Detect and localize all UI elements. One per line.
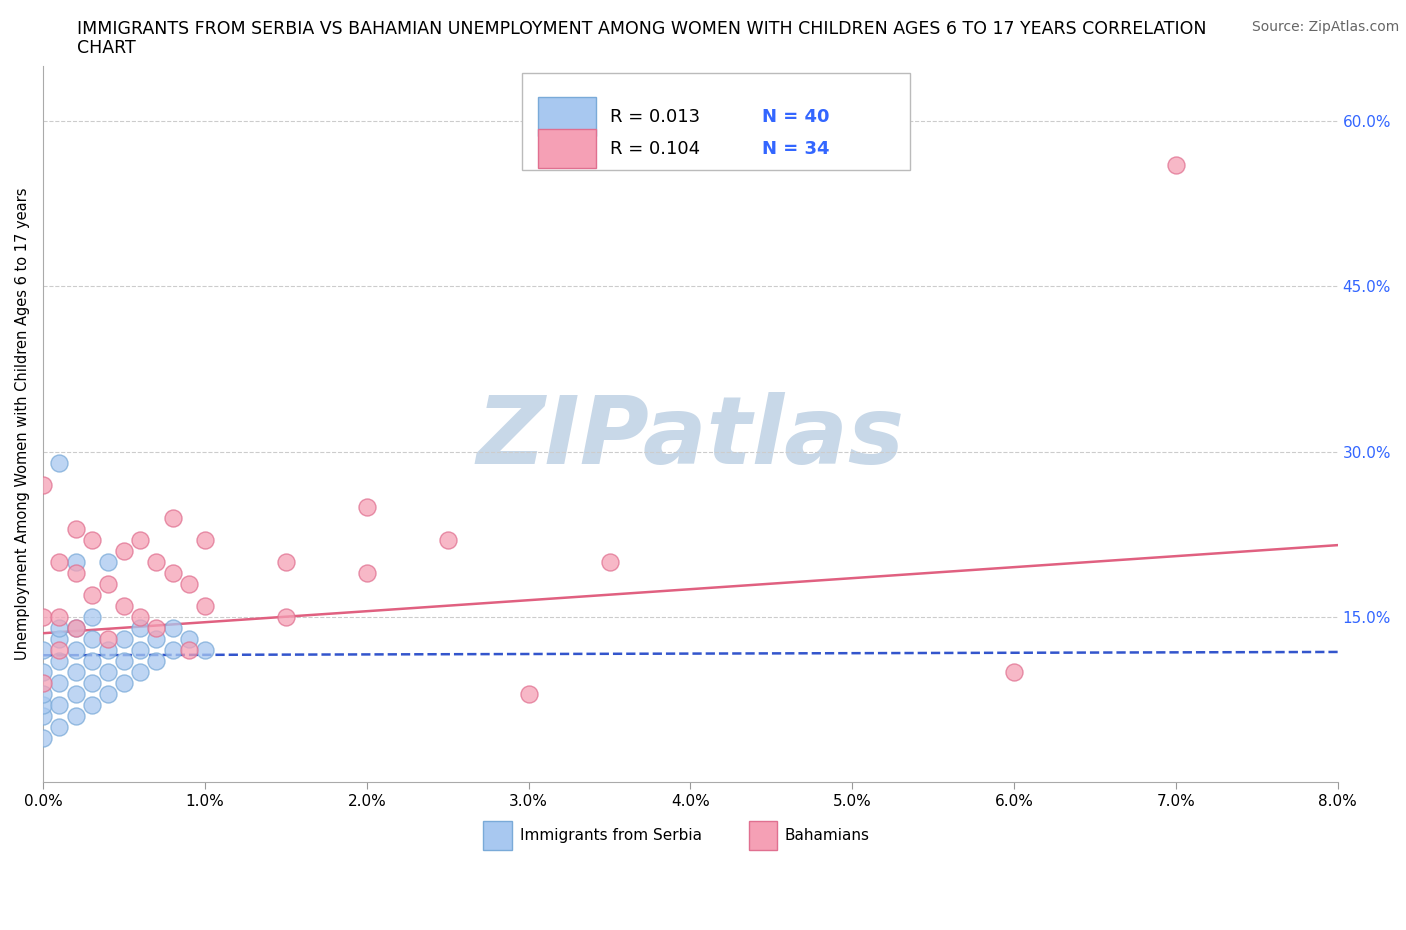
FancyBboxPatch shape (522, 73, 911, 170)
Point (356, 565, 378, 580)
Point (48, 455, 70, 470)
Point (32, 698, 55, 712)
Point (48, 698, 70, 712)
Point (274, 554, 297, 569)
Point (80, 587, 103, 602)
Point (32, 675, 55, 690)
Point (177, 631, 200, 646)
Point (162, 511, 184, 525)
FancyBboxPatch shape (484, 821, 512, 850)
Point (129, 532, 152, 547)
Point (145, 631, 167, 646)
Point (1164, 158, 1187, 173)
Point (48, 653, 70, 668)
Point (65, 686, 87, 701)
Point (80, 631, 103, 646)
FancyBboxPatch shape (537, 97, 596, 137)
Text: IMMIGRANTS FROM SERBIA VS BAHAMIAN UNEMPLOYMENT AMONG WOMEN WITH CHILDREN AGES 6: IMMIGRANTS FROM SERBIA VS BAHAMIAN UNEMP… (77, 20, 1206, 38)
Point (65, 521, 87, 536)
Point (32, 477, 55, 492)
Point (129, 609, 152, 624)
Point (145, 653, 167, 668)
Point (129, 664, 152, 679)
Point (162, 565, 184, 580)
Point (97, 554, 120, 569)
Text: N = 40: N = 40 (762, 108, 830, 126)
Point (112, 631, 135, 646)
Point (129, 620, 152, 635)
Point (517, 686, 540, 701)
Point (356, 499, 378, 514)
Text: R = 0.104: R = 0.104 (610, 140, 711, 158)
Text: Bahamians: Bahamians (785, 828, 870, 844)
Point (80, 675, 103, 690)
Point (48, 609, 70, 624)
Point (32, 730, 55, 745)
Point (145, 554, 167, 569)
Point (1002, 664, 1025, 679)
Point (162, 620, 184, 635)
Point (97, 686, 120, 701)
Point (599, 554, 621, 569)
Point (194, 532, 217, 547)
Point (32, 709, 55, 724)
Point (48, 720, 70, 735)
Point (65, 664, 87, 679)
Point (32, 686, 55, 701)
Point (112, 675, 135, 690)
Point (97, 577, 120, 591)
Point (65, 554, 87, 569)
Point (65, 709, 87, 724)
Point (194, 643, 217, 658)
Point (112, 653, 135, 668)
Point (80, 653, 103, 668)
Point (274, 609, 297, 624)
Point (48, 675, 70, 690)
Point (97, 664, 120, 679)
Point (32, 609, 55, 624)
FancyBboxPatch shape (537, 129, 596, 168)
Point (80, 532, 103, 547)
Point (177, 577, 200, 591)
Point (65, 620, 87, 635)
Point (48, 554, 70, 569)
Text: CHART: CHART (77, 39, 136, 57)
Point (97, 643, 120, 658)
Point (145, 620, 167, 635)
Point (112, 598, 135, 613)
Point (112, 543, 135, 558)
Point (162, 643, 184, 658)
Point (48, 643, 70, 658)
Point (65, 620, 87, 635)
Point (65, 565, 87, 580)
Point (194, 598, 217, 613)
Point (436, 532, 458, 547)
Point (32, 643, 55, 658)
Point (177, 643, 200, 658)
Text: ZIPatlas: ZIPatlas (477, 392, 904, 485)
Point (80, 698, 103, 712)
Point (32, 664, 55, 679)
Point (80, 609, 103, 624)
Text: Source: ZipAtlas.com: Source: ZipAtlas.com (1251, 20, 1399, 34)
Point (129, 643, 152, 658)
Point (48, 620, 70, 635)
FancyBboxPatch shape (748, 821, 778, 850)
Text: Immigrants from Serbia: Immigrants from Serbia (520, 828, 702, 844)
Text: R = 0.013: R = 0.013 (610, 108, 717, 126)
Y-axis label: Unemployment Among Women with Children Ages 6 to 17 years: Unemployment Among Women with Children A… (15, 188, 30, 660)
Point (65, 643, 87, 658)
Text: N = 34: N = 34 (762, 140, 830, 158)
Point (97, 631, 120, 646)
Point (48, 631, 70, 646)
